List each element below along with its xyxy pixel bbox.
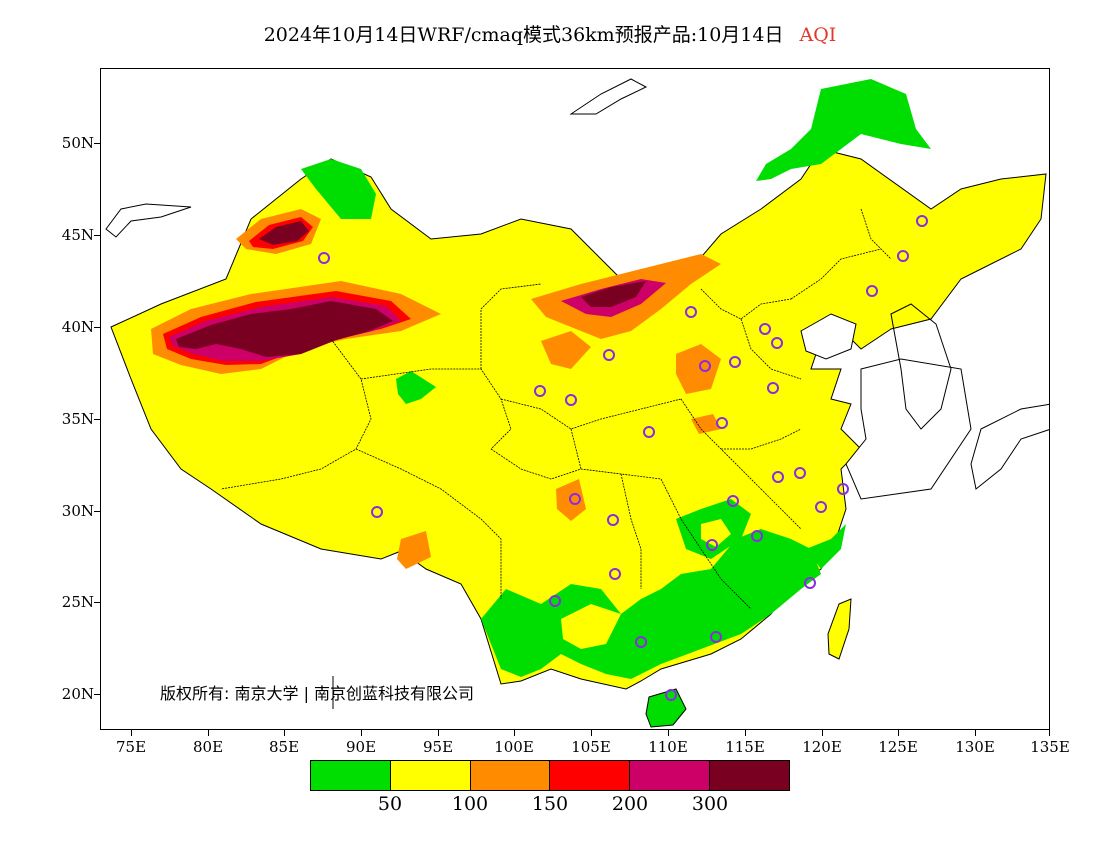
city-markers — [318, 215, 928, 701]
darkred-junggar — [259, 221, 309, 245]
orange-ordos — [541, 331, 591, 369]
korea-outline — [890, 303, 952, 430]
lon-tick — [514, 730, 515, 736]
lon-tick — [745, 730, 746, 736]
lon-tick — [1049, 730, 1050, 736]
lon-tick — [131, 730, 132, 736]
lat-tick — [94, 511, 100, 512]
lon-label-120e: 120E — [802, 738, 842, 756]
legend-swatch-1 — [390, 761, 471, 790]
lon-tick — [591, 730, 592, 736]
legend-swatch-4 — [630, 761, 711, 790]
lat-tick — [94, 235, 100, 236]
yellow-sea — [845, 358, 972, 500]
lon-tick — [208, 730, 209, 736]
lon-tick — [822, 730, 823, 736]
baikal-outline — [569, 78, 648, 115]
darkred-innermongolia — [581, 281, 646, 307]
lon-label-85e: 85E — [268, 738, 300, 756]
lat-tick — [94, 419, 100, 420]
green-yunnan — [561, 604, 621, 649]
japan-outline — [970, 403, 1049, 490]
orange-shanxi — [676, 344, 721, 394]
green-south — [481, 529, 821, 679]
color-legend — [310, 760, 790, 791]
legend-label-150: 150 — [531, 793, 569, 815]
green-fujian — [806, 524, 846, 569]
legend-label-100: 100 — [451, 793, 489, 815]
legend-swatch-0 — [311, 761, 391, 790]
lon-label-130e: 130E — [955, 738, 995, 756]
green-hunan-center — [701, 519, 731, 547]
lat-tick — [94, 602, 100, 603]
hainan-island — [645, 688, 687, 728]
lat-label-25n: 25N — [61, 593, 94, 611]
lat-label-40n: 40N — [61, 318, 94, 336]
title-variable: AQI — [799, 24, 837, 46]
lat-tick — [94, 694, 100, 695]
lon-label-95e: 95E — [422, 738, 454, 756]
lon-label-80e: 80E — [192, 738, 224, 756]
green-altai — [301, 159, 376, 219]
lon-label-115e: 115E — [725, 738, 765, 756]
orange-tibet — [397, 531, 431, 569]
lon-label-110e: 110E — [648, 738, 688, 756]
darkred-tarim — [176, 301, 393, 357]
lat-tick — [94, 143, 100, 144]
lon-tick — [668, 730, 669, 736]
taiwan-island — [827, 598, 852, 660]
lon-label-125e: 125E — [878, 738, 918, 756]
orange-henan — [691, 414, 721, 434]
green-northeast — [756, 79, 931, 181]
aqi-map — [100, 68, 1050, 730]
legend-swatch-5 — [710, 761, 789, 790]
lon-tick — [975, 730, 976, 736]
lon-tick — [438, 730, 439, 736]
map-title: 2024年10月14日WRF/cmaq模式36km预报产品:10月14日 AQI — [0, 20, 1100, 47]
lon-tick — [284, 730, 285, 736]
legend-swatch-3 — [550, 761, 631, 790]
lat-label-30n: 30N — [61, 502, 94, 520]
legend-label-200: 200 — [611, 793, 649, 815]
lon-label-100e: 100E — [494, 738, 534, 756]
green-qinghai — [396, 371, 436, 404]
lon-label-90e: 90E — [345, 738, 377, 756]
legend-label-300: 300 — [691, 793, 729, 815]
lon-tick — [898, 730, 899, 736]
lon-label-135e: 135E — [1030, 738, 1070, 756]
lon-label-105e: 105E — [571, 738, 611, 756]
map-canvas — [105, 78, 1049, 728]
legend-label-50: 50 — [377, 793, 403, 815]
copyright-text: 版权所有: 南京大学 | 南京创蓝科技有限公司 — [160, 684, 475, 703]
bohai-sea — [800, 313, 857, 360]
legend-swatch-2 — [470, 761, 551, 790]
province-boundaries — [220, 208, 892, 610]
title-text: 2024年10月14日WRF/cmaq模式36km预报产品:10月14日 — [263, 24, 784, 46]
lon-label-75e: 75E — [115, 738, 147, 756]
lon-tick — [361, 730, 362, 736]
lat-label-45n: 45N — [61, 226, 94, 244]
caspian-outline — [105, 203, 192, 238]
lat-label-50n: 50N — [61, 134, 94, 152]
lat-label-20n: 20N — [61, 685, 94, 703]
lat-label-35n: 35N — [61, 410, 94, 428]
lat-tick — [94, 327, 100, 328]
